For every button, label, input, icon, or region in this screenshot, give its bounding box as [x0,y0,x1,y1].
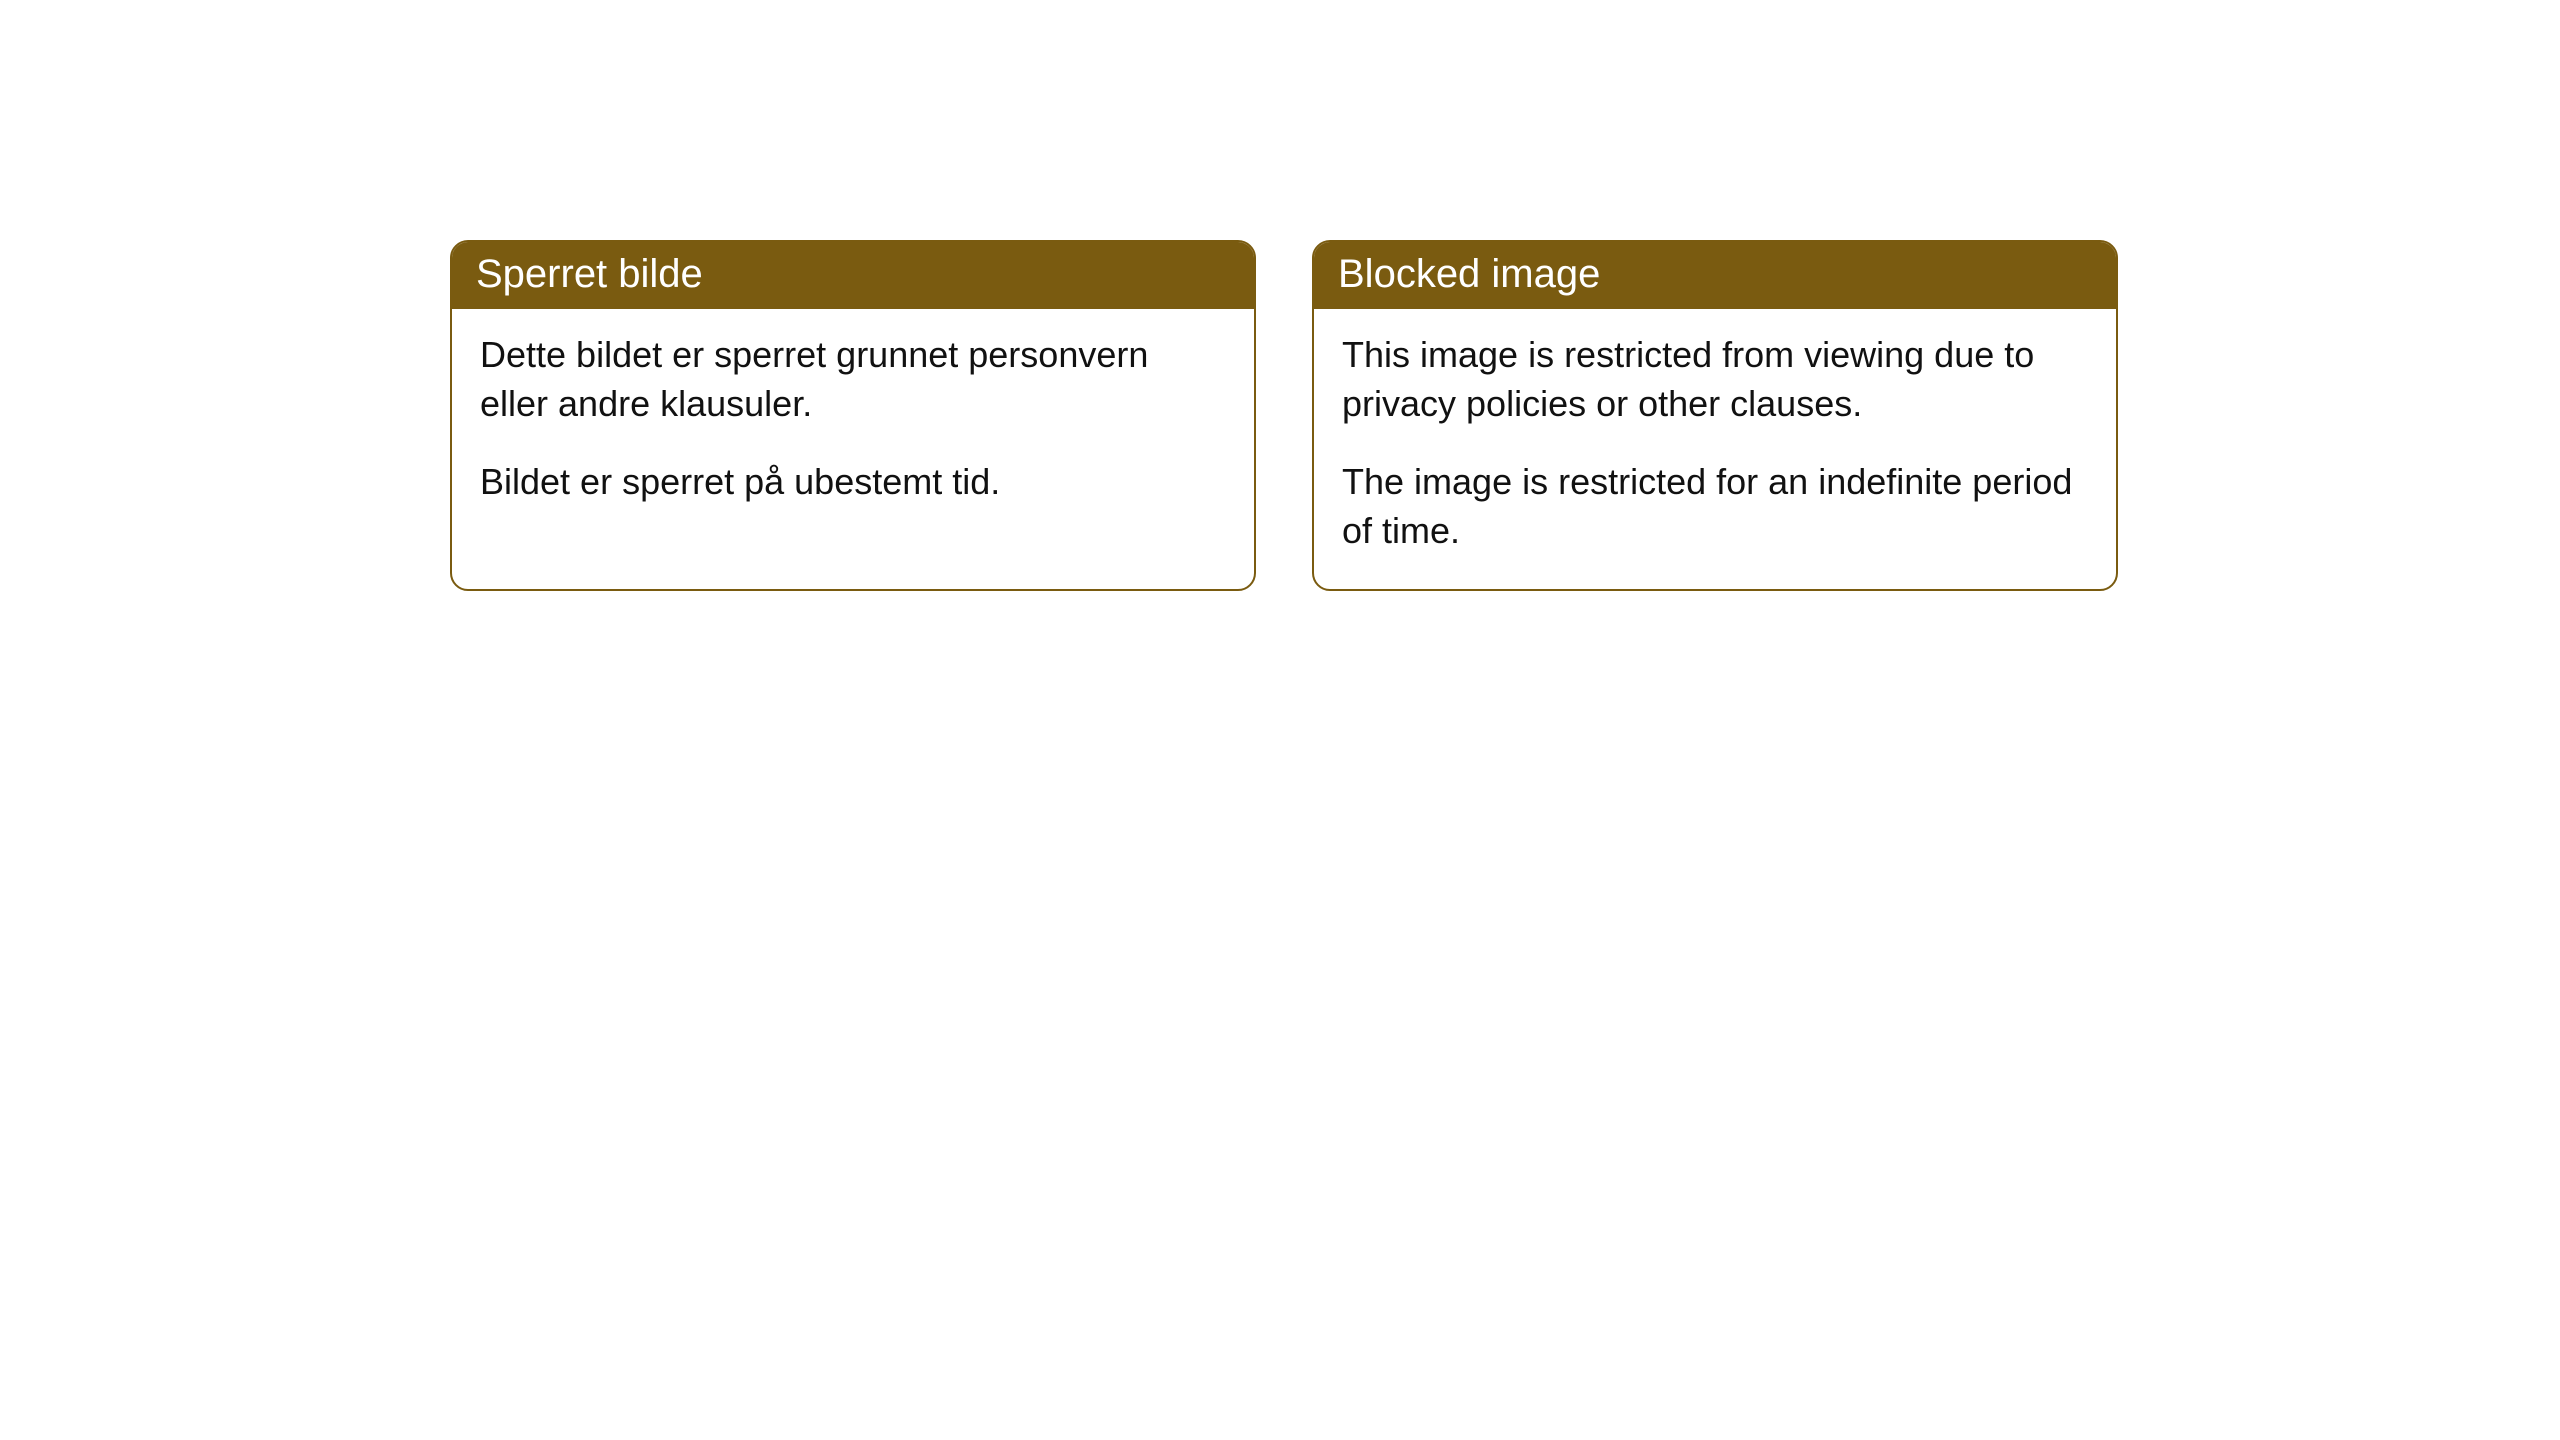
card-paragraph-1: Dette bildet er sperret grunnet personve… [480,331,1226,428]
card-header-norwegian: Sperret bilde [452,242,1254,309]
card-paragraph-2: The image is restricted for an indefinit… [1342,458,2088,555]
cards-container: Sperret bilde Dette bildet er sperret gr… [450,240,2118,591]
card-paragraph-2: Bildet er sperret på ubestemt tid. [480,458,1226,507]
card-body-english: This image is restricted from viewing du… [1314,309,2116,589]
card-norwegian: Sperret bilde Dette bildet er sperret gr… [450,240,1256,591]
card-body-norwegian: Dette bildet er sperret grunnet personve… [452,309,1254,541]
card-english: Blocked image This image is restricted f… [1312,240,2118,591]
card-paragraph-1: This image is restricted from viewing du… [1342,331,2088,428]
card-header-english: Blocked image [1314,242,2116,309]
